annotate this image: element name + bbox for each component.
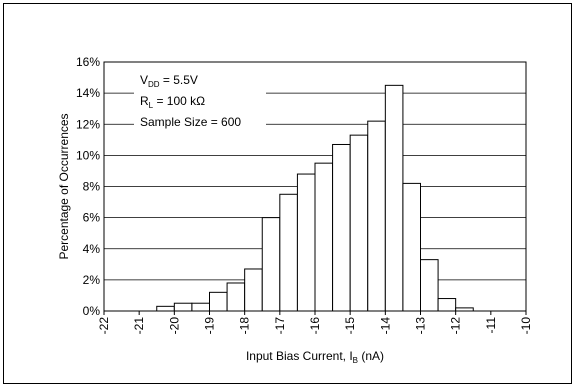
histogram-bar [314,162,334,312]
histogram-bar [244,268,263,312]
histogram-bar [349,134,369,312]
histogram-bar [209,291,228,312]
annotation-background [134,69,266,131]
y-tick-label: 8% [83,180,101,194]
histogram-bar [261,217,281,312]
histogram-bar [191,302,211,312]
histogram-bar [437,298,457,312]
x-tick-label: -16 [308,317,322,335]
histogram-bar [226,282,246,312]
y-tick-label: 6% [83,211,101,225]
x-tick-label: -11 [484,317,498,334]
axis-ticks: 0% 2% 4% 6% 8% 10% 12% 14% 16% -22 -21 -20 -19 -18 -17… [76,55,533,334]
x-tick-label: -14 [378,317,392,335]
grid-lines [104,92,526,281]
annotation-vdd: VDD = 5.5V [140,73,198,89]
y-axis-label: Percentage of Occurrences [57,113,71,259]
y-tick-label: 16% [76,55,100,69]
histogram-bar [156,305,175,312]
annotation-box: VDD = 5.5V RL = 100 kΩ Sample Size = 600 [134,69,266,131]
x-tick-label: -10 [519,317,533,335]
x-tick-label: -12 [449,317,463,335]
y-tick-label: 14% [76,86,100,100]
x-tick-label: -20 [167,317,181,335]
x-tick-label: -18 [238,317,252,335]
chart-frame [3,3,572,384]
x-tick-label: -22 [97,317,111,335]
histogram-bar [296,173,316,312]
histogram-bar [402,182,421,312]
histogram-bar [332,143,351,312]
x-tick-label: -13 [414,317,428,335]
x-tick-label: -15 [343,317,357,335]
bars [156,84,474,312]
x-tick-label: -21 [132,317,146,335]
y-tick-label: 12% [76,117,100,131]
x-tick-label: -19 [203,317,217,335]
y-tick-label: 4% [83,242,101,256]
histogram-bar [173,302,193,312]
y-tick-label: 10% [76,148,100,162]
histogram-bar [420,259,439,312]
histogram-bar [367,120,386,312]
y-tick-label: 2% [83,273,101,287]
annotation-rl: RL = 100 kΩ [140,94,205,110]
histogram-bar [279,193,298,312]
histogram-bar [384,84,404,312]
x-tick-label: -17 [273,317,287,335]
y-tick-label: 0% [83,304,101,318]
x-axis-label: Input Bias Current, IB (nA) [246,349,384,365]
annotation-sample-size: Sample Size = 600 [140,115,241,129]
